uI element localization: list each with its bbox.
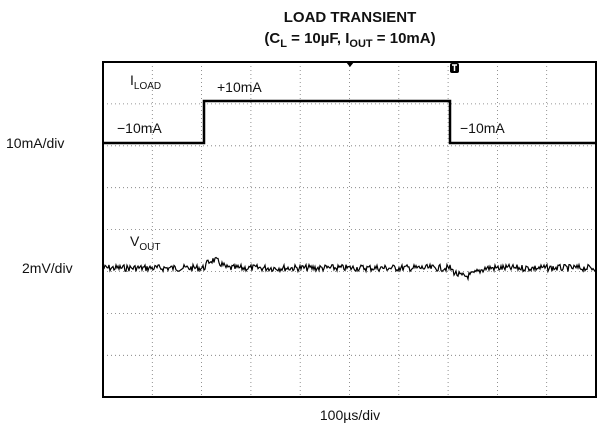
subtitle-part: (C	[264, 30, 280, 47]
voltage-trace	[102, 256, 597, 282]
ch1-name: ILOAD	[130, 72, 161, 92]
timebase: 100µs/div	[320, 407, 380, 423]
center-marker	[346, 62, 354, 67]
ch2-name-sub: OUT	[139, 242, 160, 253]
low-label-right: −10mA	[460, 120, 505, 136]
ch2-name-main: V	[130, 233, 140, 249]
subtitle-sub: L	[280, 38, 287, 50]
ch2-scale: 2mV/div	[22, 260, 73, 276]
title: LOAD TRANSIENT	[284, 9, 417, 26]
current-trace	[103, 99, 596, 145]
ch1-scale: 10mA/div	[6, 135, 64, 151]
subtitle-sub: OUT	[349, 38, 373, 50]
high-label: +10mA	[217, 79, 262, 95]
subtitle-part: = 10mA)	[373, 30, 436, 47]
trigger-marker-t	[452, 64, 457, 71]
subtitle: (CL = 10µF, IOUT = 10mA)	[264, 30, 435, 50]
low-label-left: −10mA	[117, 120, 162, 136]
ch1-name-sub: LOAD	[134, 81, 161, 92]
grid	[103, 62, 596, 397]
ch1-name-main: I	[130, 72, 134, 88]
ch2-name: VOUT	[130, 233, 160, 253]
subtitle-part: = 10µF, I	[287, 30, 349, 47]
